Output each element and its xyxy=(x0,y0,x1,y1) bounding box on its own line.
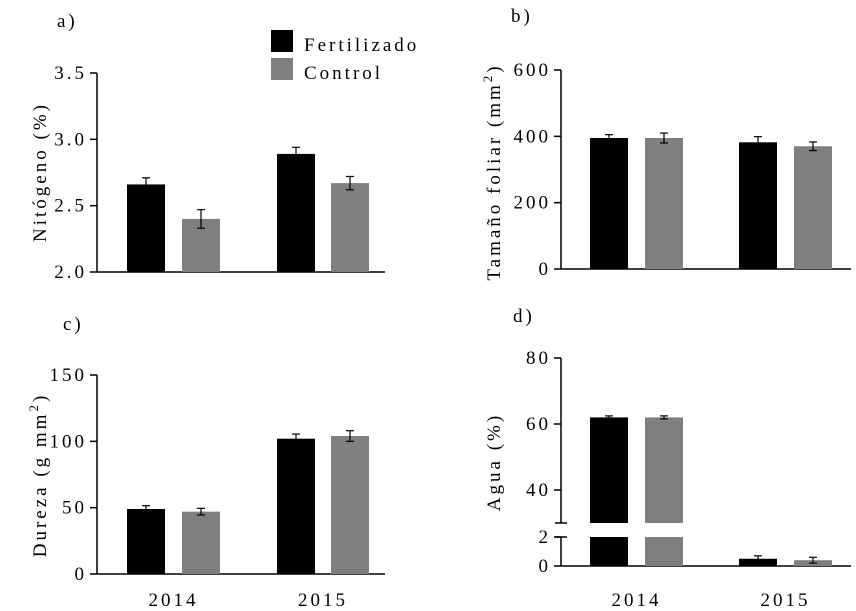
panel-d-label: d) xyxy=(513,306,535,327)
legend-swatch-fertilizado xyxy=(271,30,293,52)
bar-fertilizado-2015 xyxy=(739,142,777,269)
bar-fertilizado-2014 xyxy=(127,508,165,574)
error-bar-fertilizado-2015 xyxy=(754,555,762,563)
error-bar-fertilizado-2014 xyxy=(142,177,150,192)
y-tick-label: 40 xyxy=(526,480,551,501)
panel-d-y-axis-title: Agua (%) xyxy=(484,413,505,511)
error-bar-control-2015 xyxy=(346,175,354,191)
bar-control-2015 xyxy=(794,146,832,269)
panel-b-leaf-size-chart: b) Tamaño foliar (mm2) 0 200 400 600 xyxy=(480,6,851,281)
y-tick-label: 400 xyxy=(514,126,552,147)
bar-fertilizado-2014 xyxy=(127,184,165,272)
y-tick-label: 600 xyxy=(514,60,552,81)
y-axis-title-text: Tamaño foliar (mm2) xyxy=(480,63,505,280)
y-tick-label: 200 xyxy=(514,193,552,214)
bar-control-2015 xyxy=(331,436,369,574)
bar-fertilizado-2014-lower xyxy=(590,537,628,566)
error-bar-fertilizado-2014 xyxy=(605,134,613,142)
y-tick-label: 3.5 xyxy=(54,63,87,84)
panel-c-label: c) xyxy=(63,314,84,335)
error-bar-control-2014 xyxy=(660,132,668,144)
bar-fertilizado-2014 xyxy=(590,137,628,269)
x-category-label: 2014 xyxy=(149,590,199,611)
y-tick-label: 60 xyxy=(526,414,551,435)
y-tick-label: 2 xyxy=(539,527,552,548)
y-tick-label: 0 xyxy=(539,556,552,577)
error-bar-control-2014 xyxy=(197,507,205,516)
bar-fertilizado-2015 xyxy=(739,558,777,566)
panel-d-water-chart: d) Agua (%) 40 60 80 0 2 2014 2015 xyxy=(484,306,851,611)
panel-c-hardness-chart: c) Dureza (g mm2) 0 50 100 150 2014 2015 xyxy=(26,314,385,611)
bar-control-2014 xyxy=(645,137,683,269)
panel-b-y-axis-title: Tamaño foliar (mm2) xyxy=(480,63,505,280)
x-category-label: 2015 xyxy=(761,590,811,611)
y-tick-label: 2.5 xyxy=(54,196,87,217)
bar-fertilizado-2015 xyxy=(277,438,315,574)
y-tick-label: 0 xyxy=(75,564,88,585)
bar-fertilizado-2015 xyxy=(277,153,315,272)
bar-control-2014-upper xyxy=(645,417,683,523)
error-bar-fertilizado-2015 xyxy=(292,433,300,444)
error-bar-control-2014 xyxy=(197,209,205,229)
error-bar-fertilizado-2015 xyxy=(292,146,300,162)
error-bar-control-2015 xyxy=(809,141,817,152)
bar-control-2014-lower xyxy=(645,537,683,566)
y-axis-title-text: Nitógeno (%) xyxy=(30,102,51,242)
error-bar-control-2014 xyxy=(660,415,668,420)
error-bar-control-2015 xyxy=(809,556,817,564)
panel-a-label: a) xyxy=(57,11,78,32)
bar-control-2014 xyxy=(182,511,220,574)
y-tick-label: 3.0 xyxy=(54,129,87,150)
y-tick-label: 80 xyxy=(526,348,551,369)
y-tick-label: 150 xyxy=(50,365,88,386)
legend: Fertilizado Control xyxy=(271,30,419,84)
y-axis-title-text: Agua (%) xyxy=(484,413,505,511)
error-bar-fertilizado-2014 xyxy=(142,505,150,513)
panel-b-label: b) xyxy=(511,6,533,27)
legend-label-control: Control xyxy=(304,63,383,84)
error-bar-fertilizado-2014 xyxy=(605,415,613,420)
error-bar-fertilizado-2015 xyxy=(754,136,762,149)
bar-fertilizado-2014-upper xyxy=(590,417,628,523)
x-category-label: 2015 xyxy=(298,590,348,611)
y-axis-title-text: Dureza (g mm2) xyxy=(26,393,51,558)
error-bar-control-2015 xyxy=(346,430,354,442)
y-tick-label: 100 xyxy=(50,431,88,452)
bar-control-2015 xyxy=(331,183,369,272)
panel-c-y-axis-title: Dureza (g mm2) xyxy=(26,393,51,558)
panel-a-nitrogen-chart: a) Nitógeno (%) 2.0 2.5 3.0 3.5 xyxy=(30,11,385,283)
panel-a-y-axis-title: Nitógeno (%) xyxy=(30,102,51,242)
y-tick-label: 0 xyxy=(539,259,552,280)
legend-label-fertilizado: Fertilizado xyxy=(304,35,419,56)
y-tick-label: 2.0 xyxy=(54,262,87,283)
x-category-label: 2014 xyxy=(612,590,662,611)
legend-swatch-control xyxy=(271,58,293,80)
y-tick-label: 50 xyxy=(62,498,87,519)
